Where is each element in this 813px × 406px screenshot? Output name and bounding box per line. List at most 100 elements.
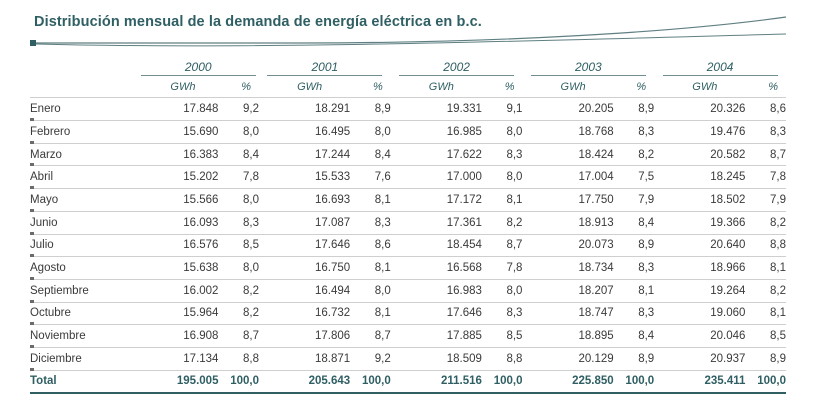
gwh-cell: 18.509 — [390, 347, 482, 371]
pct-cell: 7,5 — [613, 165, 655, 190]
total-cell: 100,0 — [481, 370, 523, 395]
pct-cell: 8,1 — [481, 188, 523, 212]
year-header: 2002 — [391, 54, 523, 76]
gwh-cell: 16.576 — [137, 234, 219, 258]
gwh-cell: 16.568 — [390, 256, 482, 280]
pct-cell: 8,8 — [218, 347, 259, 371]
pct-cell: 8,7 — [350, 324, 391, 348]
gwh-header: GWh — [259, 75, 351, 99]
pct-cell: 8,8 — [481, 347, 523, 371]
year-header: 2003 — [522, 54, 654, 76]
gwh-cell: 17.646 — [390, 302, 482, 326]
gwh-header: GWh — [137, 75, 219, 99]
month-label: Marzo — [30, 143, 138, 167]
gwh-cell: 19.476 — [654, 120, 746, 144]
gwh-cell: 18.913 — [522, 211, 614, 235]
pct-cell: 8,4 — [218, 143, 259, 167]
gwh-cell: 18.966 — [654, 256, 746, 280]
gwh-cell: 17.004 — [522, 165, 614, 190]
pct-cell: 8,3 — [350, 211, 391, 235]
pct-cell: 8,0 — [350, 120, 391, 144]
pct-cell: 8,1 — [350, 188, 391, 212]
table-row: Septiembre 16.002 8,2 16.494 8,0 16.983 8,0 18.… — [30, 279, 786, 303]
total-cell: 205.643 — [259, 370, 351, 395]
pct-cell: 8,2 — [745, 211, 786, 235]
pct-cell: 8,0 — [481, 165, 523, 190]
pct-cell: 8,1 — [745, 256, 786, 280]
month-label: Agosto — [30, 256, 138, 280]
gwh-cell: 17.087 — [259, 211, 351, 235]
pct-cell: 8,7 — [218, 324, 259, 348]
month-label: Junio — [30, 211, 138, 235]
pct-cell: 8,9 — [613, 97, 655, 122]
total-cell: 211.516 — [390, 370, 482, 395]
pct-cell: 8,0 — [218, 188, 259, 212]
gwh-cell: 17.885 — [390, 324, 482, 348]
gwh-cell: 17.622 — [390, 143, 482, 167]
total-cell: 225.850 — [522, 370, 614, 395]
gwh-cell: 18.207 — [522, 279, 614, 303]
gwh-cell: 18.454 — [390, 234, 482, 258]
month-label: Septiembre — [30, 279, 138, 303]
pct-cell: 8,6 — [350, 234, 391, 258]
month-label: Mayo — [30, 188, 138, 212]
gwh-cell: 17.848 — [137, 97, 219, 122]
title-decoration — [30, 16, 787, 47]
pct-cell: 8,1 — [613, 279, 655, 303]
pct-cell: 8,3 — [481, 143, 523, 167]
gwh-cell: 17.750 — [522, 188, 614, 212]
gwh-cell: 18.245 — [654, 165, 746, 190]
pct-cell: 8,0 — [481, 120, 523, 144]
table-row: Mayo 15.566 8,0 16.693 8,1 17.172 8,1 17.750 7,9… — [30, 188, 786, 212]
month-label: Julio — [30, 234, 138, 258]
pct-cell: 8,7 — [481, 234, 523, 258]
pct-cell: 8,0 — [218, 256, 259, 280]
pct-cell: 8,5 — [218, 234, 259, 258]
gwh-cell: 20.326 — [654, 97, 746, 122]
pct-cell: 8,3 — [613, 256, 655, 280]
pct-cell: 8,4 — [350, 143, 391, 167]
gwh-cell: 20.046 — [654, 324, 746, 348]
gwh-cell: 16.985 — [390, 120, 482, 144]
gwh-cell: 17.646 — [259, 234, 351, 258]
year-header: 2001 — [259, 54, 391, 76]
gwh-cell: 17.361 — [390, 211, 482, 235]
gwh-cell: 15.533 — [259, 165, 351, 190]
gwh-header: GWh — [522, 75, 614, 99]
pct-cell: 8,0 — [350, 279, 391, 303]
pct-cell: 8,5 — [481, 324, 523, 348]
table-row: Febrero 15.690 8,0 16.495 8,0 16.985 8,0 18.768… — [30, 120, 786, 144]
total-cell: 100,0 — [218, 370, 259, 395]
empty-header — [30, 54, 137, 76]
gwh-cell: 18.768 — [522, 120, 614, 144]
year-header: 2004 — [654, 54, 786, 76]
gwh-cell: 19.264 — [654, 279, 746, 303]
pct-cell: 8,8 — [745, 234, 786, 258]
gwh-cell: 17.134 — [137, 347, 219, 371]
pct-cell: 7,9 — [745, 188, 786, 212]
pct-cell: 8,3 — [218, 211, 259, 235]
gwh-cell: 16.495 — [259, 120, 351, 144]
gwh-cell: 18.424 — [522, 143, 614, 167]
gwh-cell: 19.060 — [654, 302, 746, 326]
table-row: Abril 15.202 7,8 15.533 7,6 17.000 8,0 17.004 7,… — [30, 165, 786, 190]
pct-cell: 7,8 — [481, 256, 523, 280]
gwh-cell: 19.366 — [654, 211, 746, 235]
pct-cell: 8,9 — [350, 97, 391, 122]
unit-header-row: GWh % GWh % GWh % GWh % GWh % — [30, 75, 786, 99]
gwh-cell: 15.690 — [137, 120, 219, 144]
gwh-cell: 18.871 — [259, 347, 351, 371]
pct-cell: 7,8 — [218, 165, 259, 190]
gwh-cell: 18.502 — [654, 188, 746, 212]
pct-cell: 8,3 — [481, 302, 523, 326]
empty-header — [30, 75, 138, 99]
gwh-cell: 18.747 — [522, 302, 614, 326]
gwh-cell: 20.129 — [522, 347, 614, 371]
gwh-header: GWh — [654, 75, 746, 99]
gwh-cell: 17.244 — [259, 143, 351, 167]
pct-cell: 8,7 — [745, 143, 786, 167]
gwh-cell: 16.983 — [390, 279, 482, 303]
table-row: Enero 17.848 9,2 18.291 8,9 19.331 9,1 20.205 8,… — [30, 97, 786, 122]
month-label: Abril — [30, 165, 138, 190]
pct-header: % — [613, 75, 655, 99]
